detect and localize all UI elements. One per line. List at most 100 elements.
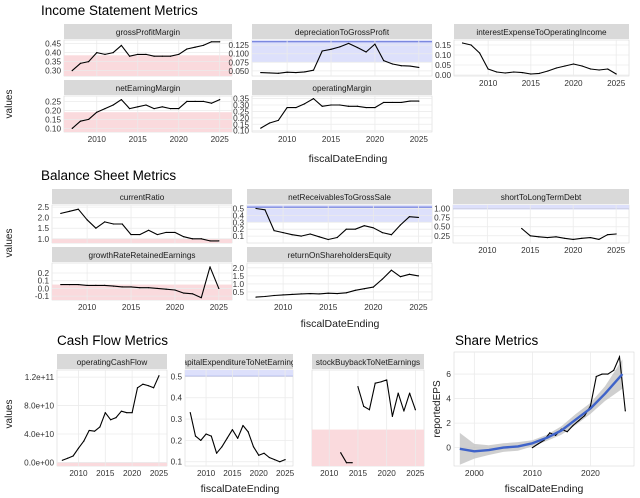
point-operating-margin bbox=[286, 106, 288, 109]
point-return-on-shareholders-equity bbox=[381, 278, 383, 280]
band-capital-expenditure-to-net-earnings bbox=[185, 370, 293, 377]
y-tick-label-share: 6 bbox=[446, 369, 451, 379]
x-tick-label-share: 2020 bbox=[581, 468, 600, 478]
point-depreciation-to-gross-profit bbox=[339, 46, 341, 48]
point-operating-margin bbox=[312, 97, 315, 100]
point-stock-buyback-to-net-earnings bbox=[391, 415, 394, 417]
point-stock-buyback-to-net-earnings bbox=[363, 405, 365, 408]
point-operating-cash-flow bbox=[126, 412, 128, 414]
point-current-ratio bbox=[147, 229, 150, 231]
x-tick-label-capital-expenditure-to-net-earnings: 2025 bbox=[276, 469, 295, 478]
x-tick-label-interest-expense-to-operating-income: 2015 bbox=[522, 79, 541, 88]
point-capital-expenditure-to-net-earnings bbox=[263, 452, 265, 454]
point-capital-expenditure-to-net-earnings bbox=[237, 437, 239, 439]
panel-bg-capital-expenditure-to-net-earnings bbox=[184, 369, 294, 467]
y-tick-label-operating-cash-flow: 4.0e+10 bbox=[24, 430, 54, 439]
point-gross-profit-margin bbox=[87, 61, 90, 63]
y-tick-label-capital-expenditure-to-net-earnings: 0.3 bbox=[171, 415, 183, 424]
point-net-earning-margin bbox=[96, 111, 98, 113]
point-reported-eps bbox=[613, 369, 615, 371]
point-net-receivables-to-gross-sale bbox=[363, 225, 365, 227]
point-short-to-long-term-debt bbox=[572, 238, 574, 240]
x-tick-label-operating-margin: 2020 bbox=[366, 135, 385, 144]
point-return-on-shareholders-equity bbox=[300, 293, 302, 295]
point-growth-rate-retained-earnings bbox=[165, 288, 167, 290]
y-tick-label-net-receivables-to-gross-sale: 0.4 bbox=[233, 211, 245, 220]
y-axis-label: values bbox=[4, 229, 15, 258]
x-tick-label-stock-buyback-to-net-earnings: 2020 bbox=[378, 469, 397, 478]
y-tick-label-net-earning-margin: 0.15 bbox=[45, 115, 61, 124]
y-tick-label-capital-expenditure-to-net-earnings: 0.5 bbox=[171, 372, 183, 381]
point-short-to-long-term-debt bbox=[529, 235, 531, 237]
point-capital-expenditure-to-net-earnings bbox=[247, 431, 249, 433]
point-gross-profit-margin bbox=[120, 44, 122, 47]
point-net-earning-margin bbox=[219, 99, 221, 101]
point-operating-margin bbox=[268, 122, 271, 124]
point-operating-margin bbox=[295, 106, 297, 109]
point-capital-expenditure-to-net-earnings bbox=[252, 446, 255, 448]
point-interest-expense-to-operating-income bbox=[547, 70, 549, 72]
point-depreciation-to-gross-profit bbox=[295, 71, 297, 74]
point-depreciation-to-gross-profit bbox=[304, 71, 306, 73]
point-short-to-long-term-debt bbox=[521, 227, 523, 230]
point-operating-margin bbox=[330, 104, 332, 106]
point-return-on-shareholders-equity bbox=[291, 293, 293, 295]
x-tick-label-share: 2000 bbox=[465, 468, 484, 478]
section-title-income: Income Statement Metrics bbox=[41, 3, 198, 18]
x-tick-label-return-on-shareholders-equity: 2010 bbox=[274, 303, 293, 312]
point-stock-buyback-to-net-earnings bbox=[414, 409, 416, 411]
point-current-ratio bbox=[183, 236, 185, 238]
y-tick-label-growth-rate-retained-earnings: 0.1 bbox=[38, 277, 50, 286]
point-return-on-shareholders-equity bbox=[408, 273, 411, 275]
point-stock-buyback-to-net-earnings bbox=[368, 409, 371, 411]
point-current-ratio bbox=[130, 233, 132, 236]
point-depreciation-to-gross-profit bbox=[260, 71, 262, 74]
strip-stock-buyback-to-net-earnings bbox=[312, 354, 424, 369]
point-interest-expense-to-operating-income bbox=[538, 72, 540, 74]
x-tick-label-short-to-long-term-debt: 2010 bbox=[478, 246, 497, 255]
point-gross-profit-margin bbox=[96, 52, 98, 54]
point-net-receivables-to-gross-sale bbox=[255, 207, 257, 210]
band-short-to-long-term-debt bbox=[453, 205, 629, 209]
strip-label-operating-cash-flow: operatingCashFlow bbox=[77, 358, 148, 367]
point-net-receivables-to-gross-sale bbox=[354, 228, 356, 230]
point-capital-expenditure-to-net-earnings bbox=[279, 461, 281, 463]
point-operating-cash-flow bbox=[83, 440, 85, 442]
point-return-on-shareholders-equity bbox=[417, 275, 420, 277]
y-tick-label-growth-rate-retained-earnings: -0.1 bbox=[35, 292, 50, 301]
point-interest-expense-to-operating-income bbox=[504, 72, 506, 74]
point-operating-margin bbox=[409, 100, 411, 102]
x-tick-label-stock-buyback-to-net-earnings: 2010 bbox=[320, 469, 339, 478]
point-operating-margin bbox=[391, 101, 394, 104]
y-tick-label-growth-rate-retained-earnings: 0.2 bbox=[38, 269, 50, 278]
point-interest-expense-to-operating-income bbox=[470, 44, 472, 46]
x-tick-label-capital-expenditure-to-net-earnings: 2010 bbox=[197, 469, 216, 478]
x-tick-label-growth-rate-retained-earnings: 2020 bbox=[166, 303, 185, 312]
point-operating-margin bbox=[374, 106, 376, 109]
point-current-ratio bbox=[191, 238, 194, 240]
point-current-ratio bbox=[86, 219, 88, 221]
strip-operating-cash-flow bbox=[57, 354, 167, 369]
point-stock-buyback-to-net-earnings bbox=[403, 410, 405, 412]
y-axis-label: values bbox=[4, 400, 15, 429]
point-growth-rate-retained-earnings bbox=[77, 283, 79, 286]
point-short-to-long-term-debt bbox=[555, 236, 557, 238]
point-operating-margin bbox=[304, 103, 306, 105]
x-tick-label-short-to-long-term-debt: 2015 bbox=[521, 246, 540, 255]
point-return-on-shareholders-equity bbox=[264, 295, 266, 298]
y-tick-label-return-on-shareholders-equity: 1.0 bbox=[233, 280, 245, 289]
strip-label-interest-expense-to-operating-income: interestExpenseToOperatingIncome bbox=[476, 28, 607, 37]
smooth-fit-line bbox=[459, 373, 624, 453]
y-tick-label-gross-profit-margin: 0.40 bbox=[45, 49, 61, 58]
x-tick-label-operating-cash-flow: 2010 bbox=[69, 469, 88, 478]
point-current-ratio bbox=[156, 233, 158, 236]
point-gross-profit-margin bbox=[169, 55, 172, 57]
y-tick-label-gross-profit-margin: 0.30 bbox=[45, 67, 61, 76]
point-net-earning-margin bbox=[194, 100, 196, 102]
point-net-earning-margin bbox=[128, 108, 131, 110]
point-capital-expenditure-to-net-earnings bbox=[231, 429, 234, 431]
y-tick-label-net-receivables-to-gross-sale: 0.5 bbox=[233, 204, 245, 213]
y-tick-label-capital-expenditure-to-net-earnings: 0.4 bbox=[171, 394, 183, 403]
strip-growth-rate-retained-earnings bbox=[52, 247, 232, 262]
